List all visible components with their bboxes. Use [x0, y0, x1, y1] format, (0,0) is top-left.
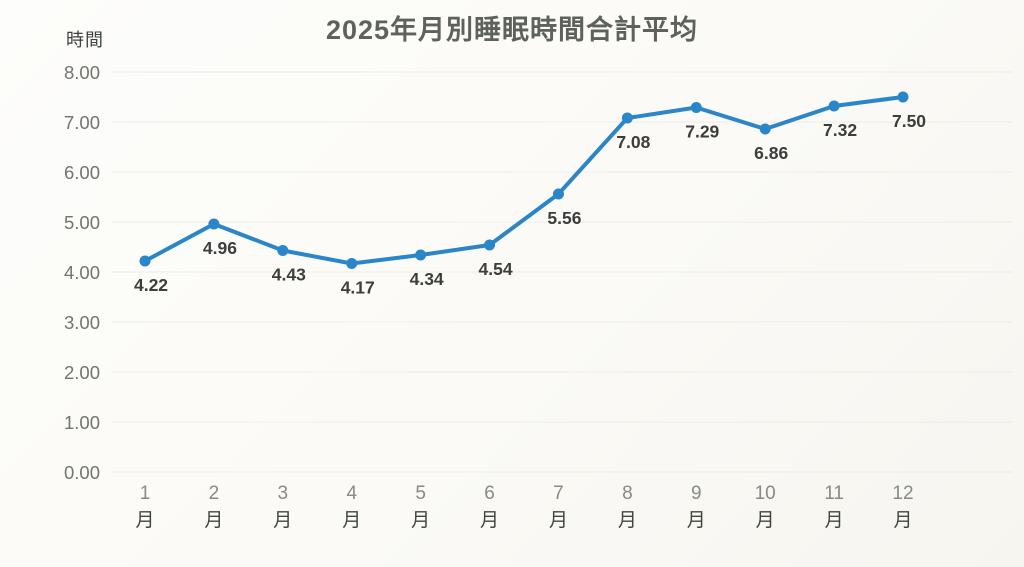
data-point-marker [621, 112, 633, 124]
x-axis-month-number: 9 [691, 483, 702, 504]
data-point-marker [346, 258, 358, 269]
x-axis-month-suffix: 月 [411, 510, 430, 531]
data-point-value-label: 4.96 [203, 238, 237, 258]
data-point-marker [759, 123, 771, 135]
x-axis-month-suffix: 月 [618, 510, 637, 531]
data-point-value-label: 4.22 [134, 275, 168, 295]
x-axis-month-number: 4 [346, 483, 357, 504]
data-point-marker [552, 188, 564, 200]
data-point-value-label: 5.56 [547, 208, 581, 228]
data-point-value-label: 7.08 [616, 132, 650, 152]
y-axis-tick-label: 8.00 [64, 62, 100, 83]
sleep-series-line [143, 95, 905, 266]
x-axis-month-number: 5 [415, 483, 426, 504]
data-point-value-label: 7.32 [823, 120, 857, 140]
data-point-marker [277, 245, 289, 256]
y-axis-unit-label: 時間 [66, 30, 104, 50]
x-axis-month-suffix: 月 [756, 510, 775, 531]
x-axis-month-number: 11 [824, 483, 844, 504]
x-axis-month-suffix: 月 [135, 510, 154, 531]
data-point-value-label: 4.17 [341, 278, 375, 298]
x-axis-month-suffix: 月 [825, 510, 844, 531]
x-axis-month-number: 12 [892, 483, 913, 504]
data-point-marker [897, 91, 909, 103]
x-axis-month-number: 6 [484, 483, 495, 504]
y-axis-tick-label: 5.00 [64, 212, 100, 233]
data-point-marker [415, 249, 427, 261]
y-axis-tick-label: 2.00 [64, 362, 100, 383]
data-point-value-label: 6.86 [754, 143, 788, 163]
data-point-value-label: 7.29 [685, 122, 719, 142]
y-axis-tick-label: 0.00 [64, 462, 100, 483]
chart-title: 2025年月別睡眠時間合計平均 [325, 15, 699, 45]
x-axis-month-number: 8 [622, 483, 633, 504]
data-point-marker [139, 255, 151, 267]
y-axis-tick-label: 3.00 [64, 312, 100, 333]
y-axis-tick-label: 1.00 [64, 412, 100, 433]
data-point-value-label: 7.50 [892, 111, 926, 131]
x-axis-month-suffix: 月 [687, 510, 706, 531]
x-axis-month-suffix: 月 [204, 510, 223, 531]
y-axis-tick-label: 7.00 [64, 112, 100, 133]
data-point-marker [828, 100, 840, 112]
x-axis-month-suffix: 月 [549, 510, 568, 531]
x-axis-month-suffix: 月 [273, 510, 292, 531]
data-point-value-label: 4.54 [479, 259, 513, 279]
data-point-marker [690, 102, 702, 113]
y-axis-tick-label: 4.00 [64, 262, 100, 283]
x-axis-month-number: 3 [278, 483, 289, 504]
x-axis-month-number: 1 [140, 483, 151, 504]
x-axis-month-suffix: 月 [342, 510, 361, 531]
x-axis-month-number: 2 [209, 483, 220, 504]
y-axis-tick-label: 6.00 [64, 162, 100, 183]
data-point-value-label: 4.43 [272, 265, 306, 285]
x-axis-month-number: 7 [553, 483, 564, 504]
x-axis-month-suffix: 月 [480, 510, 499, 531]
data-point-marker [484, 239, 496, 251]
data-point-marker [208, 218, 220, 230]
x-axis-month-suffix: 月 [893, 510, 912, 531]
data-point-value-label: 4.34 [410, 269, 444, 289]
x-axis-month-number: 10 [755, 483, 776, 504]
